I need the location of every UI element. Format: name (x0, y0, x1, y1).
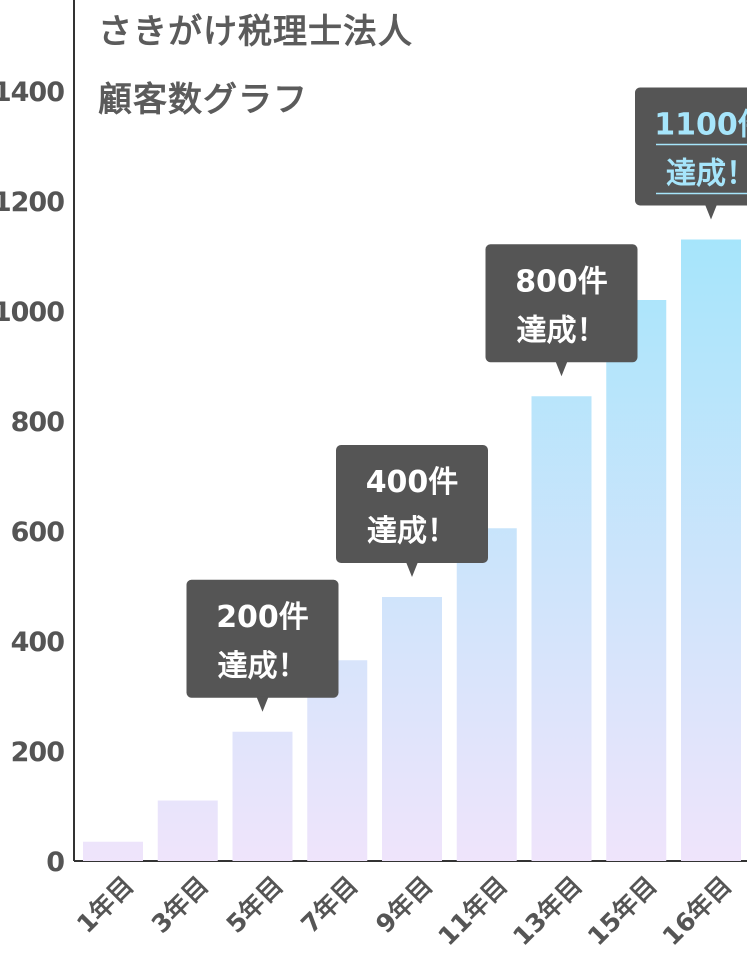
callout-line-2: 達成！ (517, 313, 607, 348)
callout-line-2: 達成！ (666, 157, 747, 192)
x-tick-label: 3年目 (146, 871, 214, 939)
bar (531, 396, 592, 861)
bar (681, 239, 741, 861)
callout-line-2: 達成！ (367, 514, 457, 549)
y-tick-label: 1000 (0, 297, 64, 328)
callout-line-2: 達成！ (218, 649, 308, 684)
chart-title-line-2: 顧客数グラフ (98, 80, 308, 120)
callout-pointer (256, 696, 269, 712)
y-tick-label: 1200 (0, 187, 64, 218)
bar (157, 800, 218, 861)
bar (232, 731, 293, 861)
callout-box (635, 87, 747, 206)
callout-line-1: 400件 (366, 465, 459, 500)
callout-pointer (705, 204, 717, 220)
x-tick-label: 15年目 (582, 871, 662, 951)
x-tick-label: 16年目 (657, 871, 737, 951)
x-tick-label: 9年目 (370, 871, 438, 939)
callout-line-1: 1100件 (654, 108, 747, 143)
callout-line-1: 200件 (216, 600, 309, 635)
chart-title-line-1: さきがけ税理士法人 (98, 12, 413, 52)
callout-pointer (555, 361, 568, 377)
callout-box (485, 244, 638, 363)
x-tick-label: 13年目 (507, 871, 587, 951)
bar (606, 300, 667, 861)
callout-box (336, 445, 488, 563)
x-tick-label: 7年目 (295, 871, 363, 939)
bar (83, 841, 143, 861)
y-tick-label: 400 (11, 627, 65, 658)
y-tick-label: 1400 (0, 77, 64, 108)
y-tick-label: 600 (11, 517, 65, 548)
x-tick-label: 5年目 (221, 871, 289, 939)
y-tick-label: 800 (11, 407, 65, 438)
bar (382, 597, 442, 861)
y-tick-label: 200 (11, 737, 65, 768)
bar (456, 528, 517, 861)
callout-box (186, 579, 339, 698)
y-tick-label: 0 (46, 847, 64, 878)
x-tick-label: 1年目 (71, 871, 139, 939)
callout: 1100件達成！ (635, 87, 747, 220)
callout-line-1: 800件 (515, 264, 608, 299)
callout-pointer (406, 562, 418, 577)
x-tick-label: 11年目 (433, 871, 513, 951)
